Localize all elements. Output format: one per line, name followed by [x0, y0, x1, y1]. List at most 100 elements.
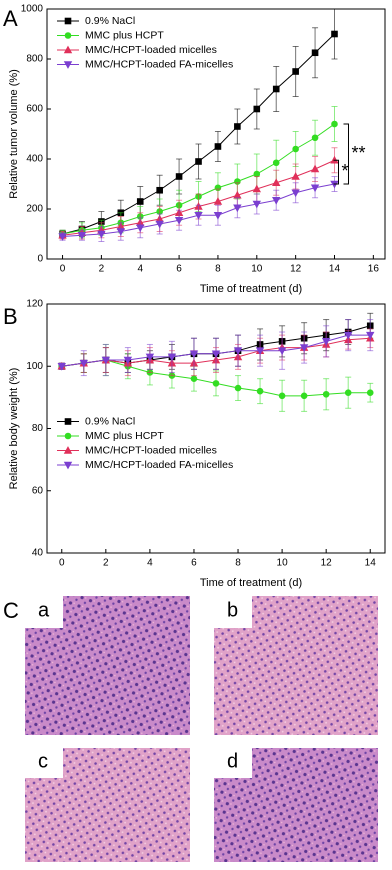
marker: [331, 120, 338, 128]
x-tick-label: 6: [176, 264, 182, 275]
marker: [310, 184, 320, 193]
marker: [213, 211, 223, 220]
marker: [291, 189, 300, 198]
y-tick-label: 800: [26, 54, 43, 65]
panel-label: C: [3, 598, 19, 623]
x-tick-label: 12: [321, 558, 333, 569]
legend-label: MMC/HCPT-loaded micelles: [85, 444, 217, 456]
legend-label: MMC/HCPT-loaded micelles: [85, 44, 217, 56]
marker: [321, 338, 331, 346]
marker: [101, 356, 111, 365]
x-tick-label: 2: [99, 264, 105, 275]
marker: [311, 49, 319, 57]
marker: [211, 350, 221, 359]
marker: [344, 331, 353, 340]
marker: [190, 375, 198, 383]
marker: [212, 380, 220, 387]
y-tick-label: 600: [26, 104, 43, 115]
marker: [213, 197, 223, 205]
marker: [272, 85, 280, 93]
marker: [272, 196, 281, 205]
marker: [255, 347, 265, 356]
image-label: d: [227, 750, 238, 772]
x-tick-label: 2: [103, 558, 109, 569]
marker: [233, 347, 243, 356]
y-tick-label: 80: [32, 423, 44, 434]
marker: [253, 105, 261, 113]
marker: [277, 347, 287, 356]
marker: [174, 216, 184, 225]
marker: [64, 418, 72, 425]
marker: [311, 134, 319, 142]
marker: [63, 446, 73, 454]
marker: [300, 392, 308, 400]
label-box: [25, 596, 63, 628]
marker: [64, 32, 72, 39]
panel-label: A: [3, 6, 18, 31]
x-tick-label: 10: [277, 558, 289, 569]
x-tick-label: 16: [368, 264, 380, 275]
panel-label: B: [3, 304, 18, 329]
marker: [167, 353, 177, 362]
label-box: [214, 596, 252, 628]
marker: [155, 220, 164, 229]
image-label: a: [38, 599, 50, 621]
x-tick-label: 8: [235, 558, 241, 569]
x-tick-label: 0: [59, 558, 65, 569]
x-tick-label: 12: [290, 264, 302, 275]
marker: [64, 432, 72, 440]
marker: [77, 231, 87, 240]
marker: [253, 170, 261, 178]
marker: [123, 356, 133, 365]
marker: [63, 61, 73, 69]
marker: [64, 17, 72, 25]
y-tick-label: 1000: [21, 4, 44, 15]
marker: [366, 389, 374, 397]
y-axis-label: Relative tumor volume (%): [8, 69, 20, 199]
x-tick-label: 10: [251, 264, 263, 275]
x-tick-label: 6: [191, 558, 197, 569]
marker: [344, 389, 352, 397]
marker: [310, 164, 320, 173]
marker: [79, 359, 88, 368]
y-tick-label: 100: [26, 361, 43, 372]
legend-label: 0.9% NaCl: [85, 15, 135, 27]
marker: [272, 159, 280, 167]
marker: [291, 172, 300, 180]
x-tick-label: 8: [215, 264, 221, 275]
marker: [136, 198, 144, 205]
x-tick-label: 14: [365, 558, 377, 569]
y-axis-label: Relative body weight (%): [8, 368, 20, 490]
marker: [136, 224, 145, 233]
legend-label: 0.9% NaCl: [85, 415, 135, 427]
marker: [57, 362, 66, 371]
marker: [322, 390, 330, 398]
significance-label: **: [351, 143, 365, 163]
legend-label: MMC plus HCPT: [85, 430, 164, 442]
marker: [145, 353, 155, 362]
x-axis-label: Time of treatment (d): [200, 283, 302, 295]
marker: [331, 30, 338, 38]
marker: [292, 68, 299, 75]
significance-label: *: [341, 161, 348, 181]
legend-label: MMC plus HCPT: [85, 29, 164, 41]
marker: [175, 173, 183, 180]
significance-bracket: [333, 159, 339, 185]
y-tick-label: 120: [26, 299, 43, 310]
x-tick-label: 4: [147, 558, 153, 569]
y-tick-label: 40: [32, 548, 44, 559]
y-tick-label: 200: [26, 204, 43, 215]
marker: [272, 178, 281, 187]
marker: [233, 204, 242, 213]
y-tick-label: 0: [37, 254, 43, 265]
marker: [63, 461, 73, 470]
x-axis-label: Time of treatment (d): [200, 577, 302, 589]
marker: [299, 344, 309, 352]
marker: [234, 384, 242, 392]
x-tick-label: 0: [60, 264, 66, 275]
marker: [194, 211, 203, 220]
marker: [58, 233, 67, 241]
marker: [195, 158, 202, 165]
marker: [252, 184, 261, 193]
